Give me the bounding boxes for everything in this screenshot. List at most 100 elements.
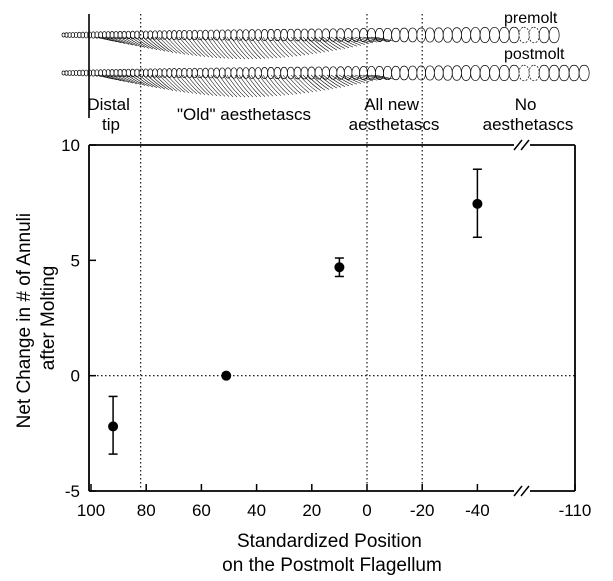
- aesthetasc-hair: [234, 36, 254, 60]
- annulus: [181, 68, 188, 78]
- x-axis-ticks: 100 80 60 40 20 0 -20 -40 -110: [77, 484, 591, 520]
- annulus: [489, 27, 500, 43]
- aesthetasc-hair: [110, 74, 130, 83]
- aesthetasc-hair: [134, 74, 154, 88]
- annulus: [181, 30, 188, 40]
- aesthetasc-hair: [306, 74, 326, 91]
- annulus: [77, 69, 82, 77]
- aesthetasc-hair: [338, 36, 358, 47]
- region-label-distal-tip-line1: Distal: [87, 95, 130, 114]
- aesthetasc-hair: [102, 36, 122, 43]
- data-point-2: [334, 262, 345, 273]
- annulus: [461, 27, 472, 43]
- region-label-all-new-line2: aesthetascs: [349, 115, 440, 134]
- aesthetasc-hair: [226, 74, 246, 98]
- aesthetasc-hair: [98, 74, 118, 81]
- annulus: [84, 69, 89, 77]
- annulus: [461, 65, 472, 81]
- flagellum-diagram: premolt postmolt: [61, 10, 590, 118]
- x-tick-label-7: -40: [465, 501, 490, 520]
- aesthetasc-hair: [250, 36, 270, 59]
- annulus: [67, 32, 72, 38]
- axis-break-bottom: [513, 485, 530, 497]
- aesthetasc-hair: [146, 74, 166, 90]
- annulus: [280, 28, 288, 42]
- x-axis-title: Standardized Position on the Postmolt Fl…: [222, 531, 442, 576]
- aesthetasc-hair: [154, 74, 174, 91]
- aesthetasc-hair: [146, 36, 166, 52]
- annulus: [293, 66, 302, 80]
- annulus: [74, 31, 79, 39]
- aesthetasc-hair: [314, 36, 334, 52]
- annulus: [499, 26, 510, 44]
- data-point-3: [472, 198, 483, 209]
- aesthetasc-hair: [150, 74, 170, 91]
- region-label-no-line2: aesthetascs: [483, 115, 574, 134]
- aesthetasc-hair: [270, 36, 290, 58]
- aesthetasc-hair: [350, 36, 370, 45]
- annulus: [61, 70, 66, 76]
- aesthetasc-hair: [322, 74, 342, 88]
- aesthetasc-hair: [314, 74, 334, 90]
- aesthetasc-hair: [154, 36, 174, 53]
- annulus: [80, 31, 85, 39]
- aesthetasc-hair: [150, 36, 170, 53]
- premolt-label: premolt: [504, 10, 558, 27]
- aesthetasc-hair: [98, 36, 118, 43]
- region-label-no-line1: No: [515, 95, 537, 114]
- annulus: [568, 64, 580, 82]
- aesthetasc-hair: [326, 36, 346, 49]
- annulus: [433, 65, 444, 81]
- aesthetasc-hair: [194, 74, 214, 96]
- annulus: [134, 30, 140, 40]
- aesthetasc-hair: [122, 74, 142, 86]
- x-tick-label-5: 0: [362, 501, 371, 520]
- aesthetasc-hair: [210, 36, 230, 59]
- aesthetasc-hair: [170, 74, 190, 94]
- annulus: [207, 29, 215, 41]
- annulus: [433, 27, 444, 43]
- aesthetasc-hair: [114, 74, 134, 84]
- aesthetasc-hair: [266, 36, 286, 58]
- aesthetasc-hair: [370, 74, 390, 80]
- aesthetasc-hair: [374, 74, 394, 80]
- aesthetasc-hair: [174, 74, 194, 94]
- aesthetasc-hair: [222, 36, 242, 60]
- aesthetasc-hair: [322, 36, 342, 50]
- annulus: [351, 66, 361, 80]
- aesthetasc-hair: [350, 74, 370, 83]
- annulus: [451, 27, 462, 43]
- aesthetasc-hair: [290, 36, 310, 55]
- annulus: [176, 68, 183, 78]
- annulus: [213, 67, 220, 79]
- annulus: [191, 67, 198, 79]
- annulus: [479, 27, 491, 43]
- annulus: [161, 30, 168, 40]
- annulus: [64, 70, 69, 76]
- annulus: [191, 29, 198, 41]
- aesthetasc-hair: [206, 36, 226, 59]
- data-point-0: [108, 421, 119, 432]
- aesthetasc-hair: [162, 74, 182, 93]
- aesthetasc-hair: [362, 36, 382, 42]
- annulus: [130, 30, 136, 40]
- region-label-distal-tip-line2: tip: [102, 115, 120, 134]
- aesthetasc-hair: [262, 36, 282, 58]
- annulus: [74, 69, 79, 77]
- annulus: [273, 28, 282, 42]
- annulus: [67, 70, 72, 76]
- annulus: [451, 65, 462, 81]
- annulus: [548, 26, 560, 44]
- x-tick-label-0: 100: [77, 501, 105, 520]
- annulus: [300, 66, 309, 80]
- aesthetasc-hair: [126, 36, 146, 48]
- annulus: [280, 66, 288, 80]
- aesthetasc-hair: [186, 74, 206, 96]
- region-labels: Distal tip "Old" aesthetascs All new aes…: [87, 95, 573, 134]
- aesthetasc-hair: [298, 36, 318, 54]
- aesthetasc-hair: [334, 36, 354, 48]
- annulus: [134, 68, 140, 78]
- annulus: [293, 28, 302, 42]
- annulus: [479, 65, 491, 81]
- aesthetasc-hair: [318, 36, 338, 51]
